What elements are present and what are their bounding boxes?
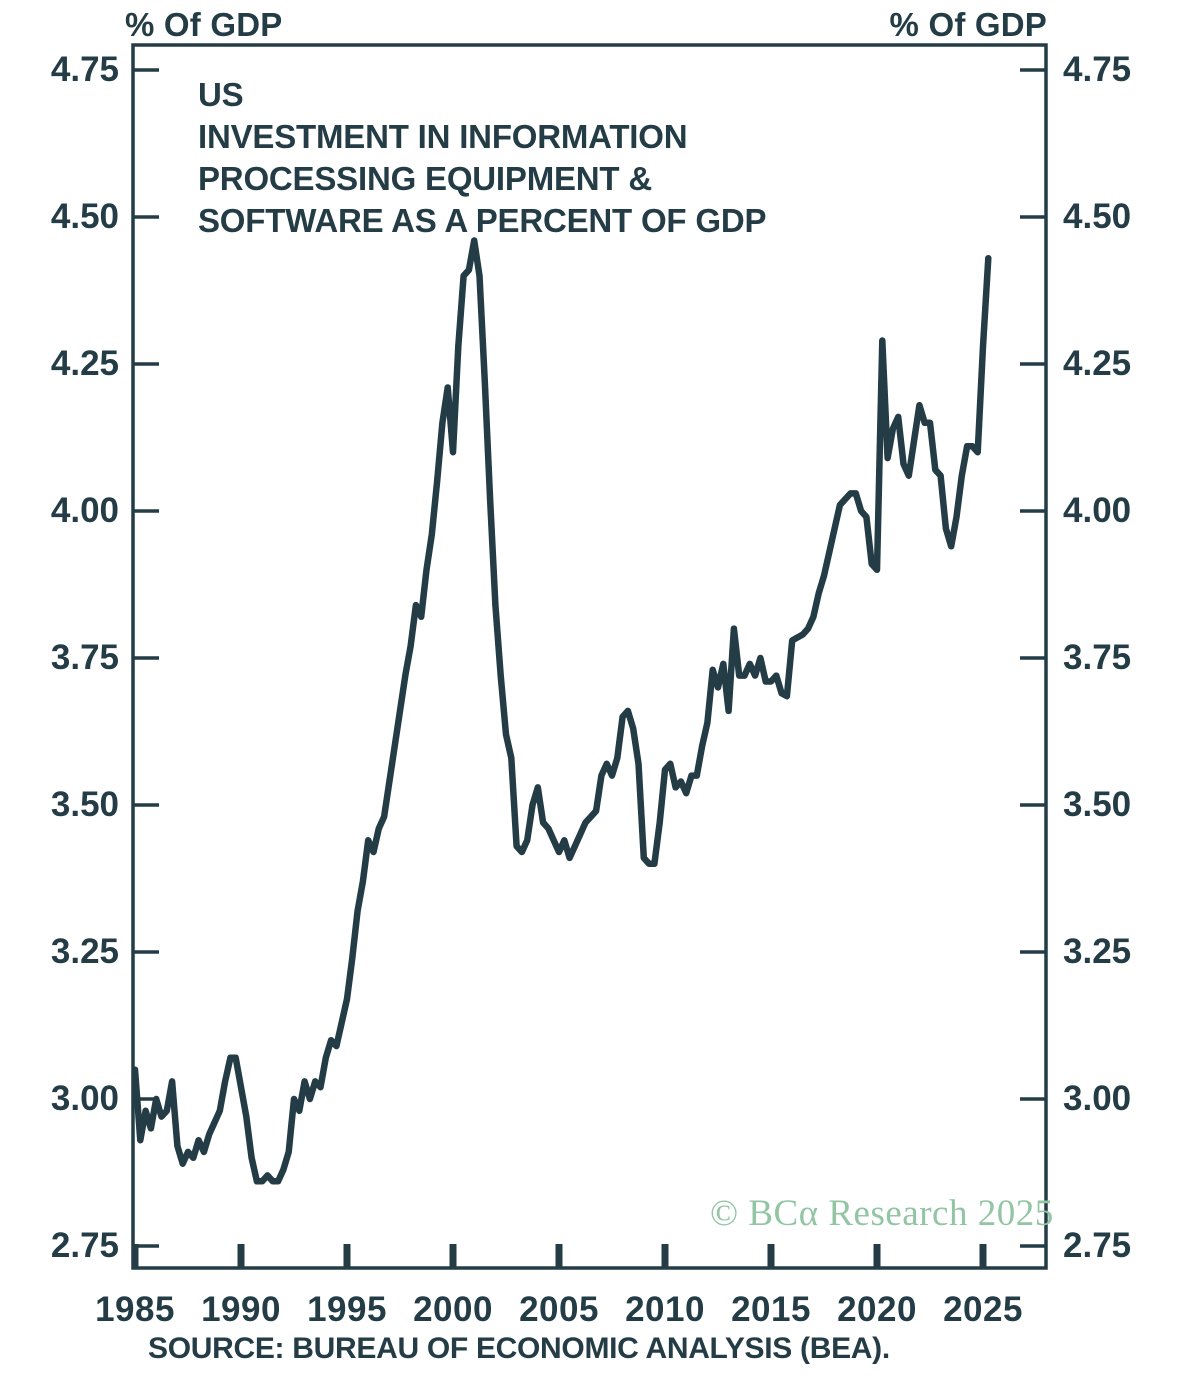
y-axis-title-left: % Of GDP bbox=[125, 6, 283, 43]
chart-title: US INVESTMENT IN INFORMATION PROCESSING … bbox=[198, 74, 766, 242]
x-axis-label: 2000 bbox=[413, 1290, 493, 1329]
y-axis-label-left: 4.25 bbox=[50, 344, 119, 383]
source-note: SOURCE: BUREAU OF ECONOMIC ANALYSIS (BEA… bbox=[148, 1332, 890, 1365]
y-axis-label-right: 4.00 bbox=[1063, 491, 1132, 530]
x-axis-label: 2015 bbox=[731, 1290, 811, 1329]
y-axis-label-right: 4.50 bbox=[1063, 197, 1132, 236]
y-axis-title-right: % Of GDP bbox=[889, 6, 1047, 43]
chart-title-line-2: INVESTMENT IN INFORMATION bbox=[198, 118, 688, 155]
x-tick bbox=[767, 1244, 775, 1268]
y-axis-label-right: 4.25 bbox=[1063, 344, 1132, 383]
y-axis-label-left: 3.75 bbox=[50, 638, 119, 677]
y-axis-label-left: 4.00 bbox=[50, 491, 119, 530]
watermark-bca-research: © BCα Research 2025 bbox=[710, 1193, 1054, 1234]
x-axis-label: 2020 bbox=[837, 1290, 917, 1329]
y-axis-label-left: 2.75 bbox=[50, 1226, 119, 1265]
y-axis-label-right: 3.25 bbox=[1063, 932, 1132, 971]
data-line-ip-equipment-software bbox=[131, 237, 992, 1185]
x-axis-label: 2025 bbox=[943, 1290, 1023, 1329]
y-axis-label-right: 3.00 bbox=[1063, 1079, 1132, 1118]
x-tick bbox=[661, 1244, 669, 1268]
x-axis-label: 1995 bbox=[307, 1290, 387, 1329]
y-axis-label-left: 3.25 bbox=[50, 932, 119, 971]
y-axis-label-right: 3.75 bbox=[1063, 638, 1132, 677]
x-tick bbox=[555, 1244, 563, 1268]
x-tick bbox=[873, 1244, 881, 1268]
y-axis-label-left: 3.00 bbox=[50, 1079, 119, 1118]
x-axis-label: 2005 bbox=[519, 1290, 599, 1329]
x-axis-label: 2010 bbox=[625, 1290, 705, 1329]
x-tick bbox=[343, 1244, 351, 1268]
x-tick bbox=[979, 1244, 987, 1268]
x-tick bbox=[131, 1244, 139, 1268]
x-tick bbox=[237, 1244, 245, 1268]
x-axis-label: 1985 bbox=[95, 1290, 175, 1329]
y-axis-label-left: 4.50 bbox=[50, 197, 119, 236]
chart-title-line-3: PROCESSING EQUIPMENT & bbox=[198, 160, 652, 197]
y-axis-label-right: 3.50 bbox=[1063, 785, 1132, 824]
x-tick bbox=[449, 1244, 457, 1268]
y-axis-label-right: 2.75 bbox=[1063, 1226, 1132, 1265]
x-axis-label: 1990 bbox=[201, 1290, 281, 1329]
y-axis-label-left: 3.50 bbox=[50, 785, 119, 824]
y-axis-label-left: 4.75 bbox=[50, 50, 119, 89]
y-axis-label-right: 4.75 bbox=[1063, 50, 1132, 89]
chart-title-line-1: US bbox=[198, 76, 244, 113]
chart-title-line-4: SOFTWARE AS A PERCENT OF GDP bbox=[198, 202, 767, 239]
